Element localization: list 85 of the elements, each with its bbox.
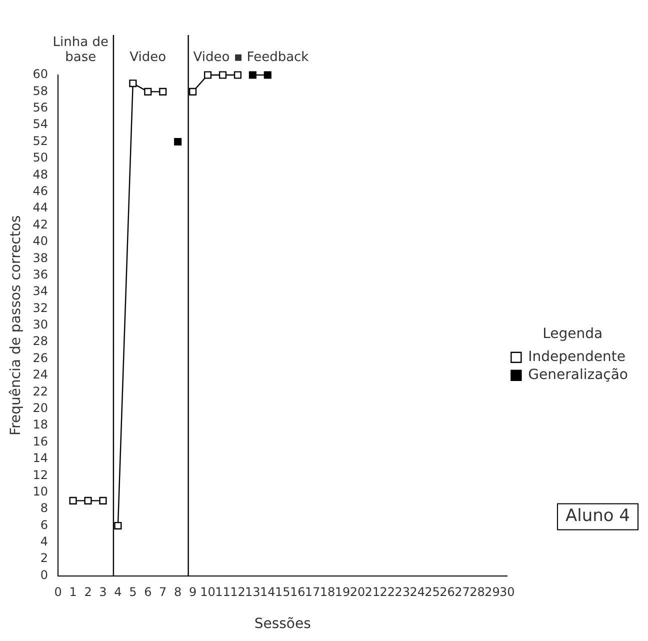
point [159, 88, 167, 96]
y-tick-label: 26 [32, 350, 48, 365]
y-tick-label: 6 [40, 518, 48, 532]
y-tick-label: 16 [32, 434, 48, 448]
point [174, 138, 182, 146]
point [248, 71, 256, 79]
x-tick-label: 20 [350, 585, 366, 600]
point [114, 522, 122, 530]
x-tick-label: 29 [484, 585, 500, 600]
x-tick-label: 19 [334, 585, 350, 600]
x-tick-label: 4 [114, 585, 122, 600]
x-tick-label: 18 [320, 585, 336, 600]
x-tick-label: 23 [394, 585, 410, 600]
y-tick-label: 48 [32, 167, 48, 182]
x-tick-label: 21 [364, 585, 380, 600]
x-tick-label: 13 [245, 585, 260, 600]
x-tick-label: 15 [274, 585, 290, 600]
point [84, 496, 92, 504]
y-tick-label: 8 [40, 501, 48, 516]
y-tick-label: 34 [32, 284, 48, 298]
x-tick-label: 3 [99, 585, 107, 600]
y-tick-label: 22 [32, 384, 48, 398]
y-tick-label: 50 [32, 150, 48, 165]
x-tick-label: 27 [454, 585, 470, 600]
x-tick-label: 6 [144, 585, 152, 600]
y-tick-label: 32 [32, 300, 48, 315]
x-tick-label: 10 [200, 585, 216, 600]
x-tick-label: 0 [54, 585, 62, 600]
x-tick-label: 5 [129, 585, 137, 600]
legend-title: Legenda [542, 326, 603, 342]
y-tick-label: 24 [32, 368, 48, 382]
text: Video [130, 50, 166, 65]
point [189, 88, 197, 96]
y-tick-label: 36 [32, 267, 48, 282]
y-tick-label: 40 [32, 234, 48, 248]
y-axis-title: Frequência de passos correctos [8, 215, 24, 436]
y-tick-label: 20 [32, 400, 48, 415]
y-tick-label: 52 [32, 134, 48, 148]
point [264, 71, 272, 79]
x-tick-label: 28 [470, 585, 485, 600]
y-tick-label: 46 [32, 184, 48, 198]
y-tick-label: 44 [32, 200, 48, 215]
x-tick-label: 17 [304, 585, 320, 600]
y-tick-label: 38 [32, 250, 48, 265]
point [204, 71, 212, 79]
x-tick-label: 14 [260, 585, 276, 600]
point [69, 496, 77, 504]
x-tick-label: 30 [500, 585, 515, 600]
y-tick-label: 54 [32, 117, 48, 132]
text: Linha de base [52, 35, 108, 65]
text: Aluno 4 [565, 506, 630, 526]
x-tick-label: 8 [174, 585, 182, 600]
y-tick-label: 18 [32, 418, 48, 432]
x-tick-label: 12 [230, 585, 246, 600]
x-tick-label: 2 [84, 585, 92, 600]
point [144, 88, 152, 96]
y-tick-label: 4 [40, 534, 48, 549]
y-tick-label: 10 [32, 484, 48, 498]
y-tick-label: 30 [32, 318, 48, 332]
x-tick-label: 7 [159, 585, 167, 600]
y-tick-label: 42 [32, 217, 48, 232]
point [99, 496, 107, 504]
x-tick-label: 22 [380, 585, 396, 600]
x-tick-label: 16 [290, 585, 306, 600]
x-axis-title: Sessões [254, 616, 311, 632]
y-tick-label: 12 [32, 468, 48, 482]
y-tick-label: 14 [32, 451, 48, 466]
point [234, 71, 242, 79]
y-tick-label: 58 [32, 84, 48, 98]
x-tick-label: 1 [69, 585, 77, 600]
x-tick-label: 11 [215, 585, 230, 600]
legend-label: Generalização [528, 367, 628, 384]
x-tick-label: 9 [188, 585, 197, 600]
x-tick-label: 24 [410, 585, 425, 600]
x-tick-label: 26 [440, 585, 455, 600]
legend-label: Independente [528, 349, 626, 366]
y-tick-label: 56 [32, 100, 48, 115]
y-tick-label: 2 [40, 551, 48, 566]
y-tick-label: 0 [40, 568, 48, 582]
text: Video ▪ Feedback [193, 50, 310, 65]
x-tick-label: 25 [424, 585, 440, 600]
point [218, 71, 227, 79]
y-tick-label: 60 [32, 67, 48, 82]
y-tick-label: 28 [32, 334, 48, 348]
point [129, 80, 137, 88]
